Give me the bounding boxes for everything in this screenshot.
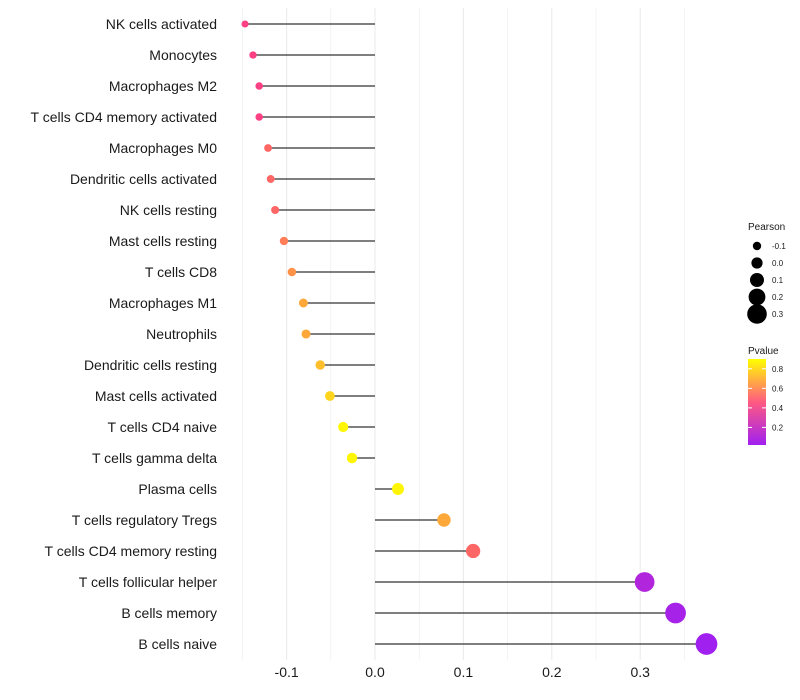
pearson-legend-label: -0.1 bbox=[772, 242, 786, 251]
lollipop-dot bbox=[338, 421, 349, 433]
category-label: T cells CD4 naive bbox=[108, 419, 218, 435]
lollipop-dot bbox=[315, 360, 325, 370]
category-label: Plasma cells bbox=[138, 481, 217, 497]
lollipop-dot bbox=[266, 175, 275, 183]
category-label: NK cells resting bbox=[120, 202, 217, 218]
lollipop-dot bbox=[298, 298, 308, 308]
category-label: B cells naive bbox=[138, 636, 217, 652]
pearson-legend-key bbox=[751, 257, 763, 269]
x-tick-label: 0.0 bbox=[365, 664, 385, 680]
pearson-legend-key bbox=[752, 241, 762, 251]
lollipop-dot bbox=[255, 82, 263, 90]
category-label: Mast cells resting bbox=[109, 233, 217, 249]
x-tick-label: 0.1 bbox=[454, 664, 474, 680]
pvalue-legend-label: 0.6 bbox=[772, 384, 784, 393]
lollipop-dot bbox=[695, 633, 718, 655]
pvalue-legend-label: 0.4 bbox=[772, 404, 784, 413]
category-label: Macrophages M0 bbox=[109, 140, 217, 156]
category-label: Dendritic cells activated bbox=[70, 171, 217, 187]
category-label: T cells follicular helper bbox=[79, 574, 218, 590]
lollipop-dot bbox=[264, 144, 272, 152]
pvalue-colorbar bbox=[748, 359, 766, 445]
x-tick-label: 0.2 bbox=[542, 664, 562, 680]
category-label: Neutrophils bbox=[146, 326, 217, 342]
lollipop-dot bbox=[392, 483, 404, 495]
category-label: Dendritic cells resting bbox=[84, 357, 217, 373]
pearson-legend-key bbox=[748, 288, 766, 306]
category-label: NK cells activated bbox=[106, 16, 217, 32]
stem-layer bbox=[245, 23, 707, 645]
x-axis-ticks: -0.1 0.0 0.1 0.2 0.3 bbox=[275, 664, 651, 680]
lollipop-dot bbox=[325, 391, 335, 401]
category-label: Mast cells activated bbox=[95, 388, 217, 404]
lollipop-dot bbox=[665, 602, 686, 624]
category-label: Monocytes bbox=[149, 47, 217, 63]
pearson-legend-label: 0.0 bbox=[772, 259, 784, 268]
lollipop-dot bbox=[465, 543, 481, 559]
category-label: B cells memory bbox=[121, 605, 217, 621]
dot-layer bbox=[241, 20, 718, 655]
lollipop-dot bbox=[437, 513, 451, 527]
category-label: T cells CD4 memory resting bbox=[45, 543, 217, 559]
pearson-legend-title: Pearson bbox=[748, 222, 785, 233]
pearson-legend-label: 0.2 bbox=[772, 293, 784, 302]
pvalue-legend: Pvalue 0.8 0.6 0.4 0.2 bbox=[748, 346, 784, 445]
lollipop-dot bbox=[279, 236, 289, 246]
x-tick-label: -0.1 bbox=[275, 664, 299, 680]
pearson-legend: Pearson -0.1 0.0 0.1 0.2 0.3 bbox=[747, 222, 786, 324]
lollipop-dot bbox=[287, 267, 297, 277]
pvalue-legend-label: 0.2 bbox=[772, 423, 784, 432]
pearson-legend-label: 0.3 bbox=[772, 310, 784, 319]
lollipop-dot bbox=[241, 20, 249, 28]
lollipop-dot bbox=[249, 51, 257, 59]
pvalue-legend-label: 0.8 bbox=[772, 365, 784, 374]
category-labels: NK cells activated Monocytes Macrophages M… bbox=[31, 16, 218, 652]
category-label: T cells CD8 bbox=[145, 264, 217, 280]
category-label: T cells regulatory Tregs bbox=[72, 512, 217, 528]
pearson-legend-key bbox=[747, 304, 767, 324]
category-label: T cells CD4 memory activated bbox=[31, 109, 217, 125]
lollipop-dot bbox=[271, 205, 280, 215]
lollipop-dot bbox=[301, 329, 311, 339]
lollipop-dot bbox=[255, 113, 263, 121]
category-label: Macrophages M2 bbox=[109, 78, 217, 94]
pearson-legend-label: 0.1 bbox=[772, 276, 784, 285]
pearson-legend-key bbox=[750, 273, 764, 287]
lollipop-dot bbox=[634, 572, 655, 592]
category-label: T cells gamma delta bbox=[92, 450, 217, 466]
lollipop-dot bbox=[346, 452, 358, 464]
pvalue-legend-title: Pvalue bbox=[748, 346, 779, 357]
x-tick-label: 0.3 bbox=[630, 664, 650, 680]
category-label: Macrophages M1 bbox=[109, 295, 217, 311]
